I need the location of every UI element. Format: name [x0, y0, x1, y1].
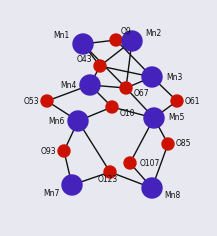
- Text: O123: O123: [98, 176, 118, 185]
- Circle shape: [142, 67, 162, 87]
- Text: O53: O53: [23, 97, 39, 105]
- Circle shape: [142, 178, 162, 198]
- Circle shape: [41, 95, 53, 107]
- Text: Mn7: Mn7: [44, 189, 60, 198]
- Text: O10: O10: [120, 109, 135, 118]
- Text: O93: O93: [40, 147, 56, 156]
- Text: O67: O67: [134, 89, 150, 98]
- Circle shape: [122, 31, 142, 51]
- Circle shape: [73, 34, 93, 54]
- Text: O43: O43: [76, 55, 92, 64]
- Text: Mn1: Mn1: [53, 31, 69, 41]
- Circle shape: [106, 101, 118, 113]
- Circle shape: [120, 82, 132, 94]
- Text: Mn6: Mn6: [49, 117, 65, 126]
- Text: O85: O85: [176, 139, 191, 148]
- Text: Mn4: Mn4: [61, 80, 77, 89]
- Circle shape: [58, 145, 70, 157]
- Circle shape: [110, 34, 122, 46]
- Text: O9: O9: [121, 28, 132, 37]
- Text: O61: O61: [185, 97, 201, 105]
- Circle shape: [162, 138, 174, 150]
- Text: Mn8: Mn8: [164, 191, 180, 201]
- Text: Mn5: Mn5: [168, 114, 184, 122]
- Circle shape: [124, 157, 136, 169]
- Text: O107: O107: [140, 159, 160, 168]
- Text: Mn3: Mn3: [166, 72, 182, 81]
- Circle shape: [80, 75, 100, 95]
- Circle shape: [68, 111, 88, 131]
- Circle shape: [62, 175, 82, 195]
- Circle shape: [144, 108, 164, 128]
- Circle shape: [171, 95, 183, 107]
- Circle shape: [104, 166, 116, 178]
- Circle shape: [94, 60, 106, 72]
- Text: Mn2: Mn2: [145, 30, 161, 38]
